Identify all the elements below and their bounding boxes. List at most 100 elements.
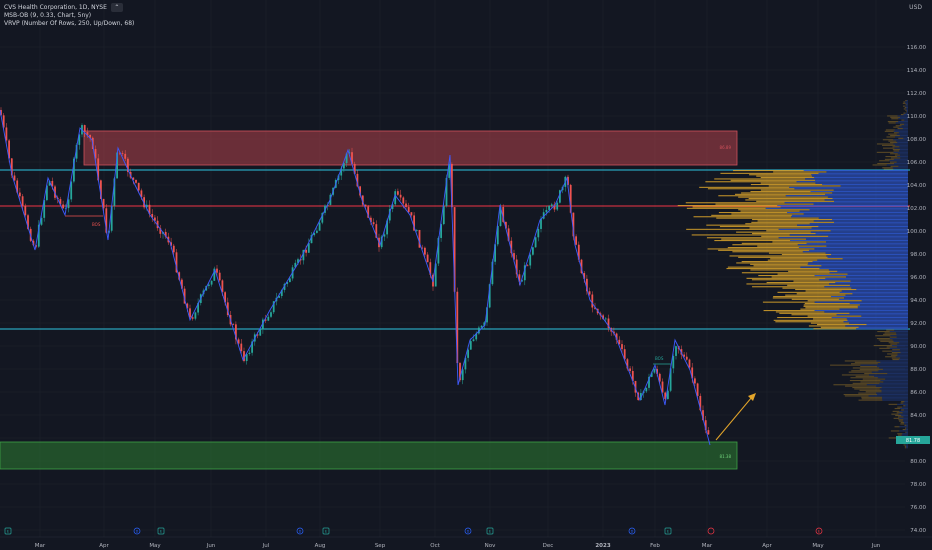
- volume-profile-down-bar: [893, 417, 900, 419]
- candle-body: [24, 205, 27, 216]
- volume-profile-down-bar: [882, 350, 892, 352]
- candle-body: [127, 158, 129, 172]
- candle-body: [569, 184, 572, 213]
- volume-profile-up-bar: [904, 105, 908, 107]
- candle-body: [8, 140, 10, 159]
- volume-profile-up-bar: [814, 177, 908, 179]
- earnings-marker-icon[interactable]: [4, 527, 12, 535]
- volume-profile-up-bar: [892, 339, 908, 341]
- volume-profile-up-bar: [824, 311, 908, 313]
- volume-profile-up-bar: [896, 346, 908, 348]
- volume-profile-down-bar: [740, 210, 800, 212]
- volume-profile-down-bar: [707, 248, 815, 250]
- volume-profile-down-bar: [750, 191, 811, 193]
- volume-profile-up-bar: [780, 206, 908, 208]
- dividend-marker-icon[interactable]: [296, 527, 304, 535]
- volume-profile-down-bar: [851, 370, 879, 372]
- volume-profile-down-bar: [858, 399, 883, 401]
- candle-body: [410, 212, 413, 216]
- symbol-title[interactable]: CVS Health Corporation, 1D, NYSE: [4, 3, 107, 11]
- dividend-marker-icon[interactable]: [464, 527, 472, 535]
- candle-body: [523, 265, 526, 281]
- candle-body: [445, 177, 448, 206]
- volume-profile-down-bar: [796, 293, 853, 295]
- volume-profile-down-bar: [692, 206, 781, 208]
- candle-body: [316, 230, 318, 233]
- candle-body: [27, 215, 29, 229]
- candle-body: [518, 274, 521, 282]
- candle-body: [367, 206, 370, 218]
- volume-profile-up-bar: [832, 198, 908, 200]
- volume-profile-down-bar: [848, 371, 872, 373]
- volume-profile-down-bar: [877, 331, 890, 333]
- candle-body: [486, 307, 488, 323]
- candle-body: [240, 343, 243, 352]
- indicator-msb-ob[interactable]: MSB-OB (9, 0.33, Chart, 5ny): [4, 12, 92, 19]
- projection-arrow[interactable]: [715, 396, 753, 441]
- time-axis[interactable]: Mar Apr May Jun Jul Aug Sep Oct Nov Dec 2023 Feb Mar…: [35, 543, 881, 549]
- collapse-legend-button[interactable]: ⌃: [110, 3, 123, 12]
- volume-profile-down-bar: [892, 146, 900, 148]
- volume-profile-up-bar: [906, 427, 908, 429]
- candle-body: [164, 231, 167, 237]
- dividend-marker-icon[interactable]: [133, 527, 141, 535]
- volume-profile-up-bar: [899, 430, 908, 432]
- volume-profile-down-bar: [748, 198, 833, 200]
- volume-profile-down-bar: [746, 283, 830, 285]
- candle-body: [572, 212, 575, 237]
- candle-body: [359, 186, 361, 196]
- volume-profile-up-bar: [896, 333, 908, 335]
- volume-profile-down-bar: [896, 412, 903, 414]
- demand-zone[interactable]: [0, 441, 738, 470]
- candle-body: [105, 208, 108, 233]
- volume-profile-down-bar: [882, 167, 893, 169]
- supply-zone[interactable]: [83, 130, 738, 166]
- volume-profile-up-bar: [790, 240, 908, 242]
- earnings-marker-icon[interactable]: [486, 527, 494, 535]
- volume-profile-down-bar: [760, 189, 834, 191]
- volume-profile-up-bar: [799, 210, 908, 212]
- candle-body: [480, 325, 483, 328]
- volume-profile-up-bar: [904, 422, 908, 424]
- candle-body: [499, 207, 502, 227]
- volume-profile-down-bar: [715, 203, 814, 205]
- dividend-marker-icon[interactable]: [628, 527, 636, 535]
- volume-profile-up-bar: [894, 329, 908, 331]
- volume-profile-down-bar: [833, 384, 867, 386]
- volume-profile-down-bar: [850, 363, 878, 365]
- volume-profile-down-bar: [904, 107, 907, 109]
- volume-profile-down-bar: [760, 182, 816, 184]
- volume-profile-down-bar: [719, 226, 819, 228]
- volume-profile-up-bar: [897, 403, 908, 405]
- currency-label[interactable]: USD: [909, 4, 922, 11]
- volume-profile-up-bar: [831, 317, 908, 319]
- volume-profile-up-bar: [905, 101, 908, 103]
- time-tick-label: Dec: [543, 543, 554, 549]
- candle-body: [626, 359, 629, 369]
- indicator-vrvp[interactable]: VRVP (Number Of Rows, 250, Up/Down, 68): [4, 20, 135, 27]
- event-marker-label: E: [7, 530, 9, 534]
- earnings-marker-icon[interactable]: [664, 527, 672, 535]
- volume-profile-up-bar: [889, 338, 908, 340]
- volume-profile-down-bar: [768, 185, 841, 187]
- volume-profile-up-bar: [814, 275, 908, 277]
- event-marker-icon[interactable]: [707, 527, 715, 535]
- candle-body: [513, 253, 515, 260]
- event-marker-icon[interactable]: [815, 527, 823, 535]
- volume-profile-up-bar: [832, 219, 908, 221]
- volume-profile-up-bar: [880, 361, 908, 363]
- volume-profile-up-bar: [839, 308, 908, 310]
- candle-body: [685, 356, 688, 360]
- earnings-marker-icon[interactable]: [322, 527, 330, 535]
- volume-profile-down-bar: [883, 147, 895, 149]
- volume-profile-up-bar: [897, 153, 908, 155]
- time-tick-label: Apr: [762, 543, 772, 549]
- volume-profile-up-bar: [889, 331, 908, 333]
- candle-body: [699, 395, 702, 411]
- volume-profile-down-bar: [892, 359, 899, 361]
- volume-profile-down-bar: [741, 242, 807, 244]
- volume-profile-down-bar: [706, 224, 798, 226]
- earnings-marker-icon[interactable]: [157, 527, 165, 535]
- candle-body: [210, 280, 213, 285]
